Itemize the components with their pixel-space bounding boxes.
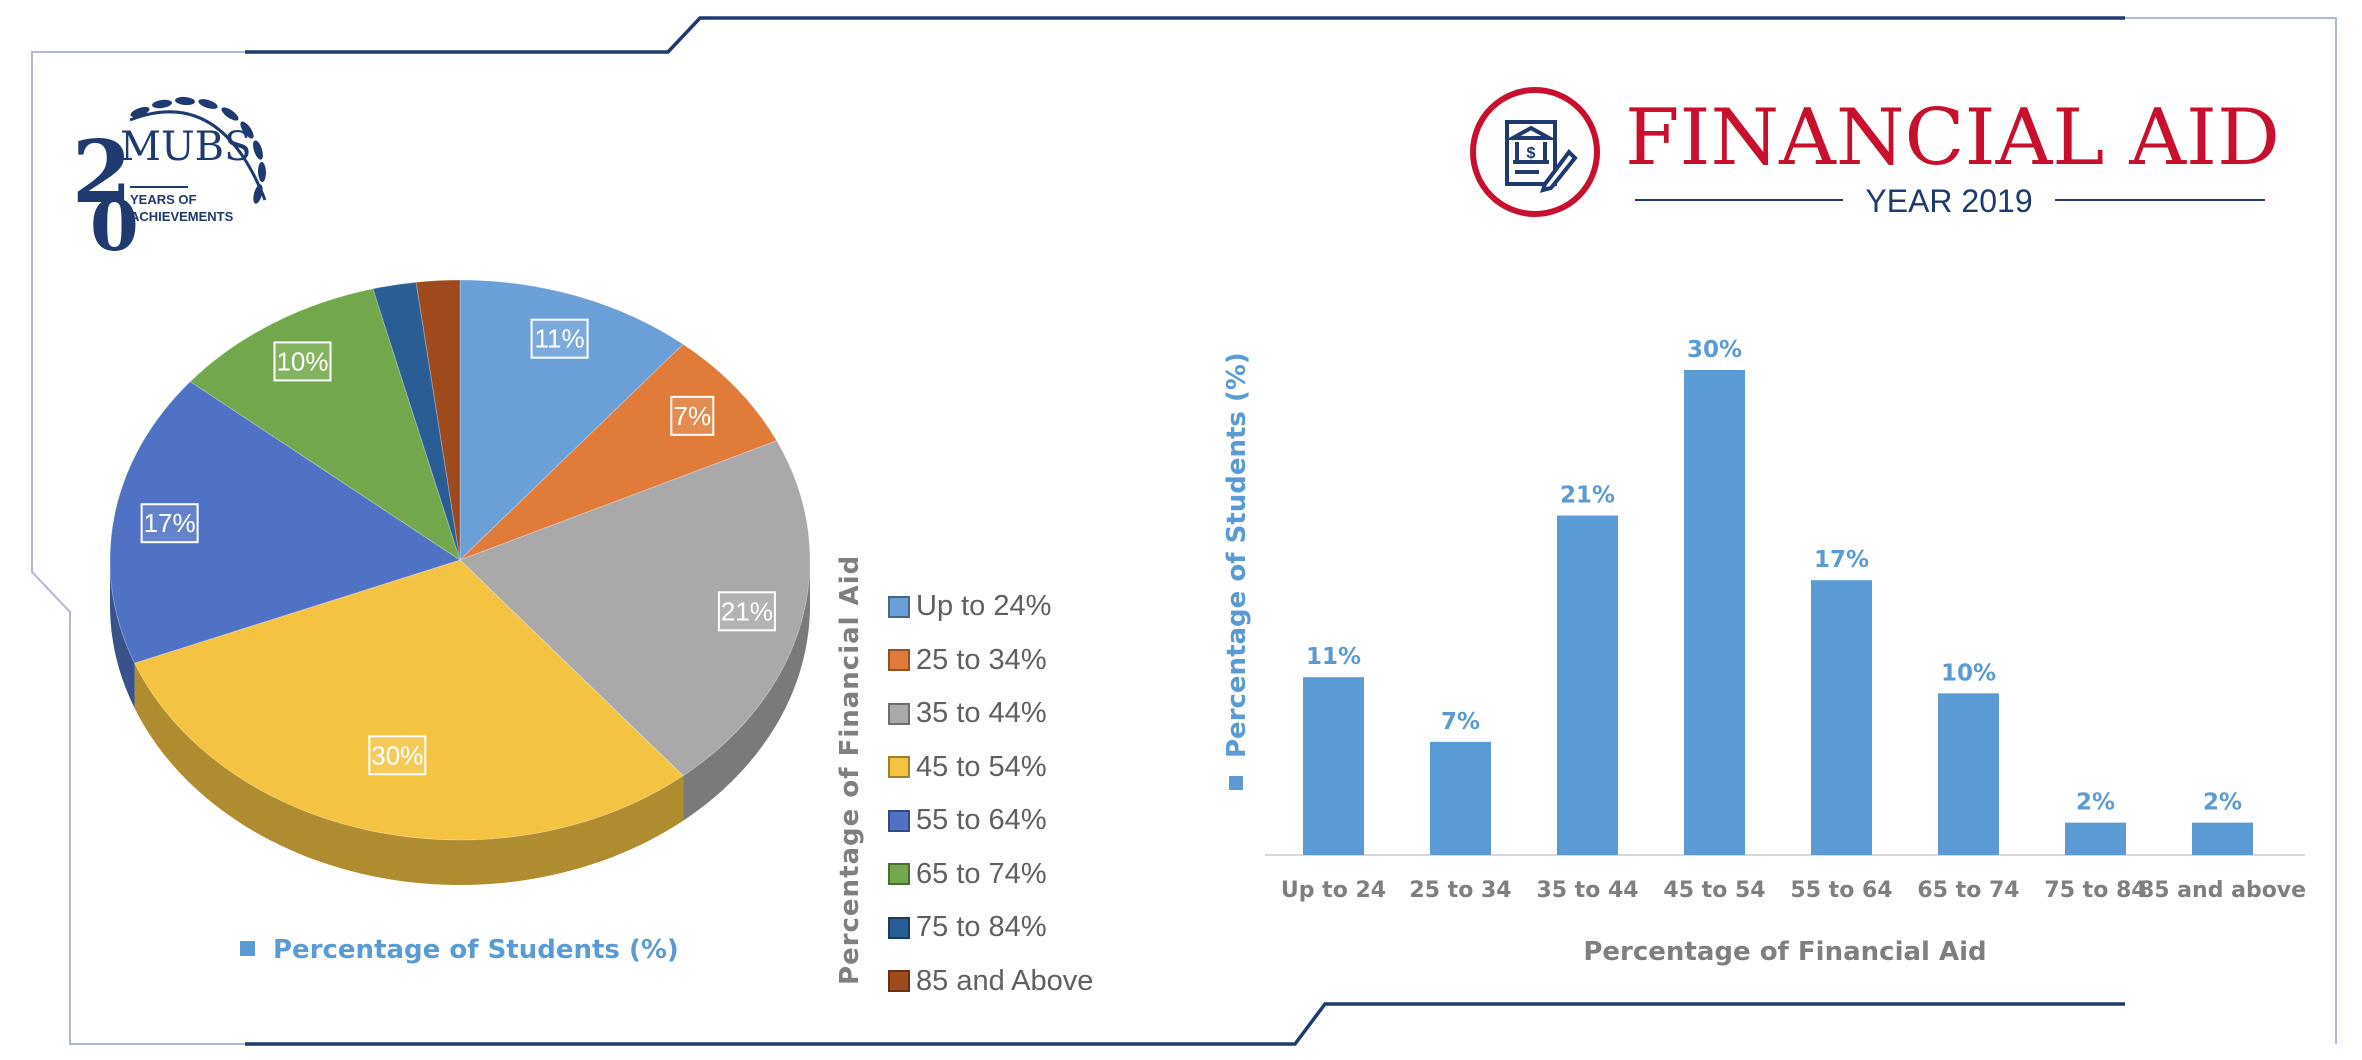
mubs-logo: 2 0 MUBS YEARS OF ACHIEVEMENTS (72, 96, 267, 260)
pie-slice-1 (459, 343, 778, 561)
pie-slice-7 (415, 279, 461, 561)
legend-label: 85 and Above (916, 964, 1094, 997)
pie-label-box-5 (273, 341, 332, 382)
pie-caption-text: Percentage of Students (%) (273, 935, 679, 965)
pie-label-box-1 (670, 395, 715, 436)
header-subtitle: YEAR 2019 (1865, 183, 2032, 219)
bar-5 (1938, 693, 1999, 855)
legend-label: 55 to 64% (916, 804, 1047, 837)
legend-swatch (888, 970, 910, 993)
pie-slices (109, 279, 811, 841)
logo-number: 2 (72, 122, 132, 223)
pie-data-label-4: 17% (144, 508, 196, 538)
bar-0 (1303, 677, 1364, 855)
legend-swatch (888, 649, 910, 672)
pie-label-box-2 (717, 591, 776, 632)
legend-item: 35 to 44% (888, 687, 1093, 741)
legend-item: 65 to 74% (888, 848, 1093, 902)
bar-tick-label-1: 25 to 34 (1409, 878, 1511, 903)
pie-data-label-1: 7% (674, 401, 712, 431)
legend-item: 55 to 64% (888, 794, 1093, 848)
bar-series: 11% Up to 24 7% 25 to 34 21% 35 to 44 30% 45 to… (1281, 337, 2306, 903)
bar-tick-label-6: 75 to 84 (2044, 878, 2146, 903)
bar-data-label-4: 17% (1814, 547, 1869, 573)
pie-data-label-3: 30% (371, 740, 423, 770)
legend-swatch (888, 863, 910, 886)
legend-label: 45 to 54% (916, 750, 1047, 783)
legend-swatch (888, 916, 910, 939)
bar-data-label-3: 30% (1687, 337, 1742, 363)
pie-caption: Percentage of Students (%) (240, 935, 679, 965)
pie-slice-4 (109, 380, 462, 664)
logo-number-tail: 0 (90, 184, 139, 260)
pie-slice-2 (459, 440, 811, 777)
legend-label: 75 to 84% (916, 911, 1047, 944)
pie-legend: Up to 24% 25 to 34% 35 to 44% 45 to 54% 55 t… (888, 580, 1093, 1008)
header-title: FINANCIAL AID (1625, 93, 2280, 183)
bar-1 (1430, 741, 1491, 855)
bar-6 (2065, 822, 2126, 855)
bank-document-icon (1505, 120, 1578, 193)
bar-tick-label-5: 65 to 74 (1917, 878, 2019, 903)
logo-line1: YEARS OF (130, 192, 197, 207)
header-circle (1470, 87, 1600, 217)
logo-line2: ACHIEVEMENTS (130, 209, 234, 224)
laurel-icon (129, 96, 267, 204)
pie-slice-0 (459, 279, 684, 562)
legend-item: 25 to 34% (888, 634, 1093, 688)
pie-side-4 (110, 560, 135, 709)
pie-chart: 11%7%21%30%17%10%2%2% (109, 279, 811, 886)
bar-data-label-6: 2% (2076, 790, 2115, 816)
bar-data-label-5: 10% (1941, 660, 1996, 686)
pie-label-box-3 (368, 735, 427, 776)
legend-label: 25 to 34% (916, 643, 1047, 676)
pie-label-box-4 (140, 503, 199, 544)
pie-data-label-0: 11% (535, 324, 585, 354)
legend-item: 75 to 84% (888, 901, 1093, 955)
legend-swatch (888, 702, 910, 725)
bar-7 (2192, 822, 2253, 855)
pie-label-box-0 (530, 318, 589, 359)
bar-tick-label-4: 55 to 64 (1790, 878, 1892, 903)
bar-data-label-7: 2% (2203, 790, 2242, 816)
pie-slice-6 (372, 281, 461, 561)
pie-slice-3 (133, 559, 684, 841)
bar-tick-label-7: 85 and above (2139, 878, 2306, 903)
bar-tick-label-0: Up to 24 (1281, 878, 1386, 903)
bar-data-label-1: 7% (1441, 709, 1480, 735)
page-header: $ FINANCIAL AID YEAR 2019 (1470, 87, 2280, 219)
bar-chart: 11% Up to 24 7% 25 to 34 21% 35 to 44 30% 45 to… (1265, 337, 2306, 967)
bar-tick-label-3: 45 to 54 (1663, 878, 1765, 903)
legend-item: Up to 24% (888, 580, 1093, 634)
caption-swatch (240, 941, 255, 956)
pie-side-walls (110, 560, 810, 886)
bar-4 (1811, 580, 1872, 855)
svg-text:$: $ (1527, 145, 1536, 162)
bar-tick-label-2: 35 to 44 (1536, 878, 1638, 903)
legend-item: 45 to 54% (888, 741, 1093, 795)
pie-data-labels: 11%7%21%30%17%10%2%2% (140, 318, 776, 776)
legend-label: 65 to 74% (916, 857, 1047, 890)
legend-item: 85 and Above (888, 955, 1093, 1009)
pie-slice-5 (189, 288, 461, 562)
bar-data-label-2: 21% (1560, 483, 1615, 509)
pie-side-2 (683, 560, 810, 821)
pie-side-3 (134, 663, 684, 886)
bar-x-axis-label: Percentage of Financial Aid (1583, 937, 1986, 967)
pie-data-label-2: 21% (721, 596, 773, 626)
legend-swatch (888, 595, 910, 618)
legend-swatch (888, 756, 910, 779)
legend-label: Up to 24% (916, 590, 1052, 623)
legend-label: 35 to 44% (916, 697, 1047, 730)
bar-data-label-0: 11% (1306, 644, 1361, 670)
legend-swatch (888, 809, 910, 832)
logo-brand: MUBS (120, 124, 251, 170)
bar-3 (1684, 370, 1745, 855)
pie-data-label-5: 10% (276, 346, 328, 376)
bar-2 (1557, 515, 1618, 855)
pie-legend-title: Percentage of Financial Aid (835, 554, 865, 985)
